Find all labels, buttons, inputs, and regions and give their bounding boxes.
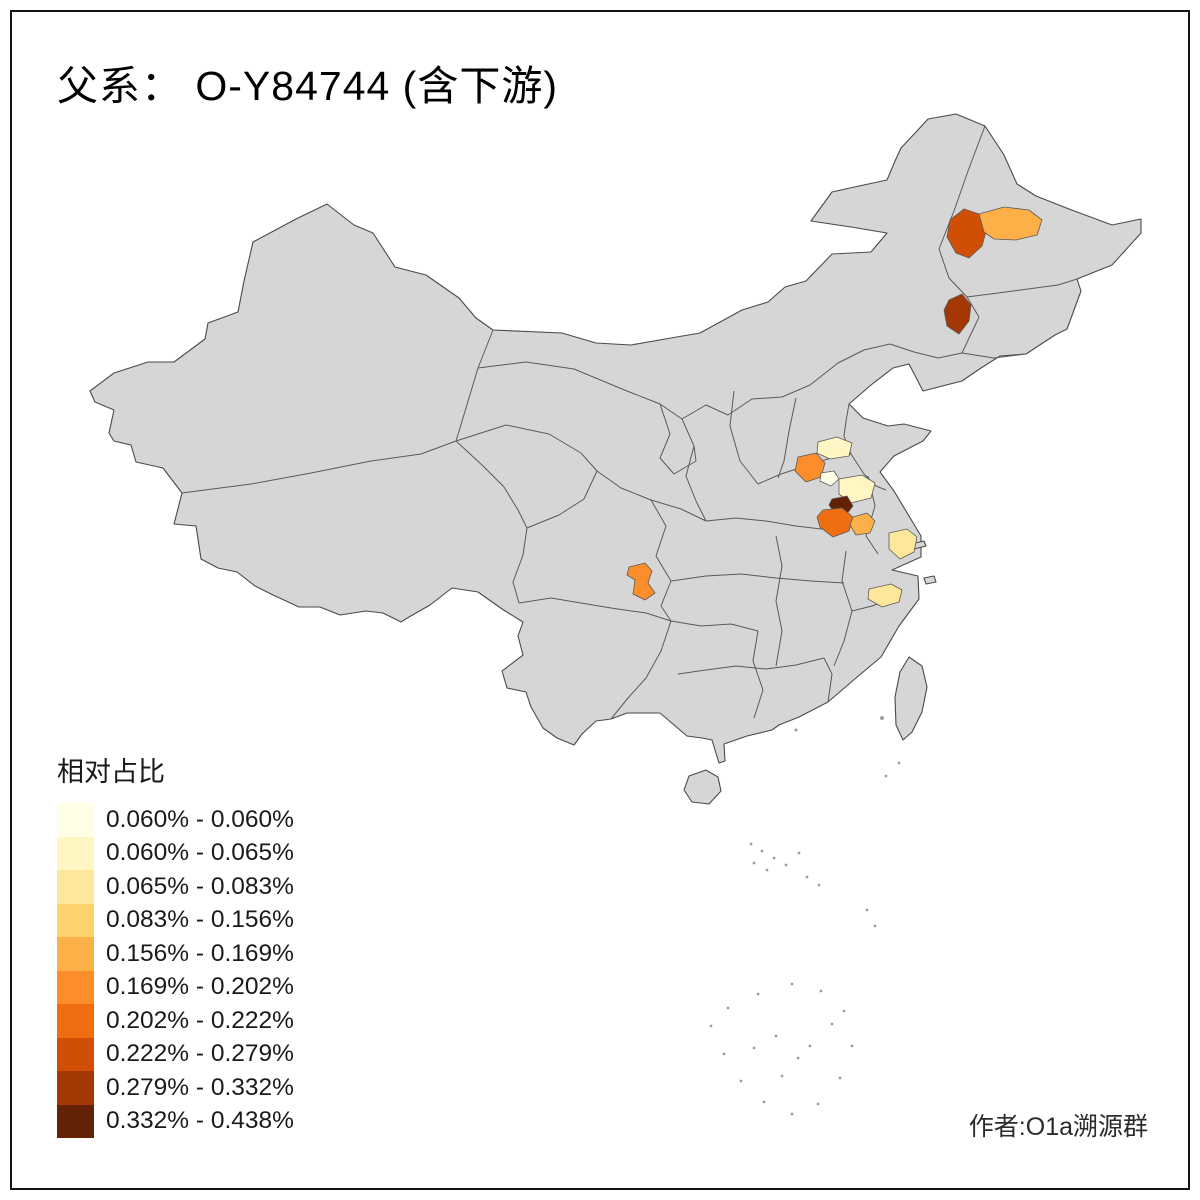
legend-swatch — [57, 1037, 94, 1071]
legend-label: 0.083% - 0.156% — [106, 906, 294, 934]
map-region — [888, 528, 918, 560]
legend-swatch — [57, 803, 94, 837]
legend-swatch — [57, 1071, 94, 1105]
plot-frame: 父系： O-Y84744 (含下游) 相对占比 0.060% - 0.060% 0… — [10, 10, 1190, 1190]
legend-label: 0.202% - 0.222% — [106, 1006, 294, 1034]
legend-swatch — [57, 903, 94, 937]
legend-rows: 0.060% - 0.060% 0.060% - 0.065% 0.065% - 0… — [57, 803, 294, 1138]
map-region — [867, 583, 903, 608]
legend-swatch — [57, 1004, 94, 1038]
legend-row: 0.279% - 0.332% — [57, 1071, 294, 1105]
china-choropleth-map — [89, 113, 1142, 1116]
legend-row: 0.083% - 0.156% — [57, 903, 294, 937]
map-region — [849, 512, 876, 536]
legend-row: 0.202% - 0.222% — [57, 1004, 294, 1038]
page-title: 父系： O-Y84744 (含下游) — [57, 63, 558, 109]
map-region — [838, 474, 876, 504]
legend-label: 0.156% - 0.169% — [106, 939, 294, 967]
legend-row: 0.065% - 0.083% — [57, 870, 294, 904]
legend-swatch — [57, 937, 94, 971]
legend: 相对占比 0.060% - 0.060% 0.060% - 0.065% 0.065… — [57, 750, 294, 1138]
legend-label: 0.060% - 0.065% — [106, 839, 294, 867]
province-borders — [181, 125, 1078, 720]
map-region — [819, 470, 840, 487]
hainan-island-shape — [683, 769, 722, 805]
sea-islands — [709, 716, 901, 1116]
highlight-regions — [626, 206, 1043, 608]
legend-label: 0.169% - 0.202% — [106, 973, 294, 1001]
legend-label: 0.060% - 0.060% — [106, 805, 294, 833]
zhoushan-island-shape — [923, 575, 937, 585]
legend-row: 0.060% - 0.065% — [57, 836, 294, 870]
legend-title: 相对占比 — [57, 757, 165, 787]
legend-row: 0.060% - 0.060% — [57, 803, 294, 837]
legend-row: 0.222% - 0.279% — [57, 1037, 294, 1071]
map-region — [816, 436, 853, 460]
legend-row: 0.156% - 0.169% — [57, 937, 294, 971]
legend-swatch — [57, 1104, 94, 1138]
map-region — [943, 293, 972, 335]
legend-row: 0.332% - 0.438% — [57, 1104, 294, 1138]
legend-label: 0.065% - 0.083% — [106, 872, 294, 900]
legend-swatch — [57, 870, 94, 904]
legend-swatch — [57, 836, 94, 870]
legend-swatch — [57, 970, 94, 1004]
legend-label: 0.279% - 0.332% — [106, 1073, 294, 1101]
map-region — [626, 562, 656, 601]
legend-row: 0.169% - 0.202% — [57, 970, 294, 1004]
legend-label: 0.222% - 0.279% — [106, 1040, 294, 1068]
taiwan-island-shape — [894, 656, 928, 741]
map-region — [978, 206, 1043, 241]
map-region — [816, 507, 854, 538]
legend-label: 0.332% - 0.438% — [106, 1107, 294, 1135]
author-credit: 作者:O1a溯源群 — [968, 1113, 1148, 1141]
china-mainland-shape — [89, 113, 1142, 764]
map-region — [946, 208, 988, 259]
